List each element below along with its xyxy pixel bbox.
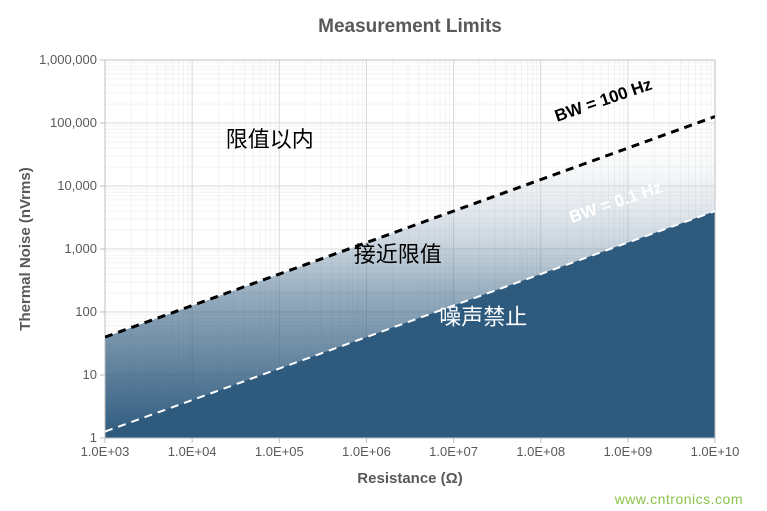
y-tick-label: 100: [75, 304, 97, 319]
y-axis-title: Thermal Noise (nVrms): [17, 167, 34, 330]
region-label-1: 接近限值: [354, 242, 442, 267]
x-tick-label: 1.0E+03: [81, 444, 130, 459]
x-tick-label: 1.0E+04: [168, 444, 217, 459]
y-tick-label: 1: [90, 430, 97, 445]
x-axis-title: Resistance (Ω): [357, 470, 462, 487]
x-tick-label: 1.0E+09: [603, 444, 652, 459]
x-tick-label: 1.0E+06: [342, 444, 391, 459]
y-tick-label: 10: [83, 367, 97, 382]
x-tick-label: 1.0E+07: [429, 444, 478, 459]
region-label-0: 限值以内: [226, 127, 314, 152]
x-tick-label: 1.0E+08: [516, 444, 565, 459]
chart-container: BW = 100 HzBW = 0.1 Hz限值以内接近限值噪声禁止1.0E+0…: [0, 0, 767, 511]
y-tick-label: 1,000,000: [39, 52, 97, 67]
chart-svg: BW = 100 HzBW = 0.1 Hz限值以内接近限值噪声禁止1.0E+0…: [0, 0, 767, 511]
x-tick-label: 1.0E+05: [255, 444, 304, 459]
chart-title: Measurement Limits: [318, 16, 502, 37]
x-tick-label: 1.0E+10: [691, 444, 740, 459]
watermark-text: www.cntronics.com: [615, 491, 743, 507]
y-tick-label: 1,000: [64, 241, 97, 256]
y-tick-label: 100,000: [50, 115, 97, 130]
region-label-2: 噪声禁止: [439, 305, 527, 330]
y-tick-label: 10,000: [57, 178, 97, 193]
